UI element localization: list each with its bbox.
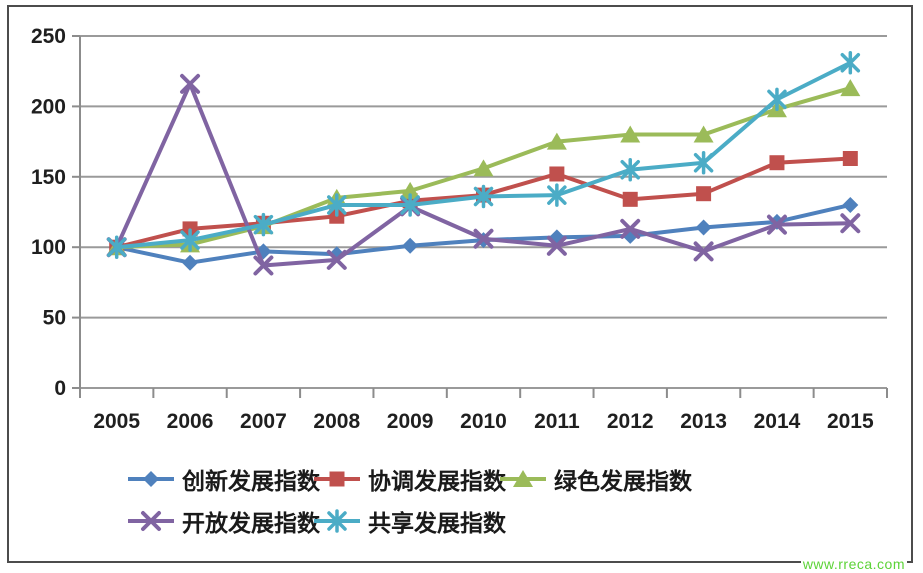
legend-label: 创新发展指数 <box>182 468 320 494</box>
series-4-point-2013 <box>693 150 714 175</box>
legend-marker-shape <box>513 470 533 487</box>
legend-label: 绿色发展指数 <box>554 468 692 494</box>
series-2-point-2009 <box>400 181 421 199</box>
y-axis-label: 200 <box>31 95 66 118</box>
legend-entry-4: 共享发展指数 <box>314 504 506 538</box>
y-axis-label: 250 <box>31 25 66 48</box>
y-axis-label: 100 <box>31 236 66 259</box>
legend-marker-asterisk-icon <box>314 509 360 533</box>
line-chart: 0 50 100 150 200 250 2005 2006 2007 2008 2009 2010 2… <box>31 25 888 433</box>
legend-marker-triangle-icon <box>500 470 546 487</box>
legend-entry-0: 创新发展指数 <box>128 462 320 496</box>
x-axis-label: 2013 <box>680 410 727 433</box>
series-3-point-2006 <box>180 73 201 94</box>
series-2-point-2015 <box>840 79 861 97</box>
x-axis-label: 2009 <box>387 410 434 433</box>
series-2-point-2010 <box>473 159 494 177</box>
series-4-point-2014 <box>767 87 787 112</box>
series-3-point-2013 <box>693 241 714 262</box>
x-axis-label: 2005 <box>93 410 140 433</box>
series-3-point-2014 <box>766 214 787 235</box>
series-1-point-2014 <box>769 155 785 171</box>
legend-label: 协调发展指数 <box>368 468 506 494</box>
legend-label: 开放发展指数 <box>182 510 320 536</box>
legend-marker-diamond-icon <box>128 471 174 487</box>
series-2-point-2012 <box>620 125 641 143</box>
series-4-point-2015 <box>840 51 861 75</box>
legend-entry-1: 协调发展指数 <box>314 462 506 496</box>
x-axis-label: 2008 <box>313 410 360 433</box>
x-axis-label: 2015 <box>827 410 874 433</box>
legend-marker-shape <box>143 471 159 487</box>
series-1-point-2012 <box>622 191 638 207</box>
series-1-point-2011 <box>549 166 565 182</box>
series-0-point-2013 <box>695 219 712 236</box>
series-4-point-2006 <box>180 228 200 252</box>
y-axis-label: 150 <box>31 166 66 189</box>
legend-marker-x-icon <box>128 511 174 531</box>
series-4-point-2005 <box>106 235 127 259</box>
legend-marker-shape <box>327 509 347 533</box>
series-1-point-2015 <box>842 150 858 166</box>
series-0-point-2006 <box>182 254 199 271</box>
legend-marker-square-icon <box>314 471 360 487</box>
x-axis-label: 2007 <box>240 410 287 433</box>
y-axis-label: 50 <box>43 307 66 330</box>
x-axis-label: 2006 <box>167 410 214 433</box>
watermark-text: www.rreca.com <box>800 556 907 572</box>
series-3-point-2015 <box>840 213 861 234</box>
series-2-point-2013 <box>693 125 714 143</box>
series-4-point-2010 <box>473 184 494 209</box>
series-0-point-2015 <box>842 196 859 213</box>
x-axis-label: 2010 <box>460 410 507 433</box>
series-4-point-2011 <box>547 183 567 207</box>
x-axis-label: 2014 <box>754 410 801 433</box>
series-4-point-2012 <box>620 158 640 182</box>
series-line-4 <box>114 60 853 250</box>
series-3-point-2008 <box>326 249 347 270</box>
y-axis-label: 0 <box>54 377 66 400</box>
series-0-point-2009 <box>402 237 419 254</box>
legend-marker-shape <box>141 511 161 531</box>
series-0-point-2007 <box>255 243 272 260</box>
series-4-point-2008 <box>327 193 347 217</box>
series-3-point-2011 <box>546 235 567 256</box>
legend-entry-3: 开放发展指数 <box>128 504 320 538</box>
series-3-point-2010 <box>473 228 494 249</box>
series-3-point-2007 <box>253 255 274 276</box>
legend-label: 共享发展指数 <box>368 510 506 536</box>
legend-marker-shape <box>329 471 345 487</box>
x-axis-label: 2012 <box>607 410 654 433</box>
series-4-point-2007 <box>253 212 274 237</box>
series-2-point-2011 <box>546 132 567 150</box>
chart-legend: 创新发展指数 协调发展指数 绿色发展指数开放发展指数 共享发展指数 <box>128 462 728 538</box>
series-4-point-2009 <box>400 193 420 217</box>
series-1-point-2013 <box>696 186 712 202</box>
series-3-point-2012 <box>620 218 641 239</box>
legend-entry-2: 绿色发展指数 <box>500 462 692 496</box>
x-axis-label: 2011 <box>534 410 580 433</box>
